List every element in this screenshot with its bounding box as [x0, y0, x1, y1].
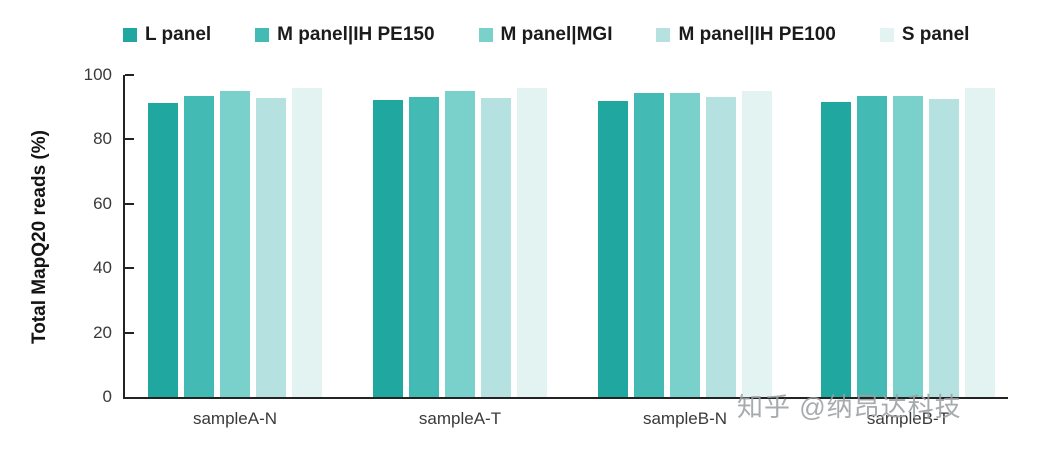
y-axis-line: [123, 75, 125, 399]
bar: [517, 88, 547, 397]
x-tick-label: sampleA-T: [418, 409, 502, 428]
legend-swatch: [123, 28, 137, 42]
bar: [373, 100, 403, 397]
legend-item: M panel|MGI: [478, 24, 613, 46]
bar: [742, 91, 772, 397]
y-tick-mark: [125, 267, 134, 270]
bar: [409, 96, 439, 397]
legend-swatch: [478, 28, 493, 42]
y-tick-label: 100: [83, 65, 112, 84]
legend-label: M panel|MGI: [500, 24, 613, 45]
bar: [148, 102, 178, 397]
legend-label: S panel: [901, 24, 970, 45]
watermark: 知乎 @纳昂达科技: [737, 392, 962, 422]
legend-item: S panel: [879, 24, 970, 46]
legend-item: M panel|IH PE100: [656, 24, 836, 46]
bar-group-sampleA-T: [373, 88, 547, 397]
y-tick-mark: [125, 331, 134, 334]
x-tick-label: sampleB-N: [642, 409, 728, 428]
bar-group-sampleA-N: [148, 87, 322, 397]
bar: [857, 95, 887, 397]
bar-group-sampleB-N: [598, 91, 772, 397]
y-tick-mark: [125, 202, 134, 205]
x-axis-line: [123, 397, 1008, 399]
x-tick-label: sampleB-T: [866, 409, 950, 428]
bar: [445, 91, 475, 397]
bar: [893, 95, 923, 397]
legend-label: M panel|IH PE150: [277, 24, 435, 45]
bar: [634, 93, 664, 397]
bar: [184, 95, 214, 397]
y-tick-label: 80: [93, 129, 112, 149]
y-tick-label: 0: [102, 387, 112, 406]
bar: [292, 87, 322, 397]
bar: [965, 87, 995, 397]
y-tick-label: 40: [93, 258, 112, 278]
bar: [598, 100, 628, 397]
legend-item: M panel|IH PE150: [255, 24, 435, 46]
y-tick-mark: [125, 74, 134, 76]
bar: [220, 91, 250, 397]
bar-group-sampleB-T: [821, 87, 995, 397]
y-tick-label: 20: [93, 322, 112, 342]
bar: [256, 98, 286, 397]
bar: [821, 102, 851, 397]
bar: [670, 93, 700, 397]
y-tick-mark: [125, 138, 134, 141]
bar: [481, 97, 511, 397]
legend-item: L panel: [123, 24, 211, 46]
bar: [706, 96, 736, 397]
legend-swatch: [656, 28, 671, 42]
legend: L panel M panel|IH PE150 M panel|MGI M pane…: [123, 24, 969, 46]
y-axis-title: Total MapQ20 reads (%): [29, 130, 50, 344]
legend-swatch: [879, 28, 894, 42]
legend-swatch: [255, 28, 270, 42]
x-tick-label: sampleA-N: [192, 409, 278, 428]
y-tick-label: 60: [93, 193, 112, 213]
bar: [929, 98, 959, 397]
legend-label: L panel: [145, 24, 212, 45]
legend-label: M panel|IH PE100: [678, 24, 836, 45]
